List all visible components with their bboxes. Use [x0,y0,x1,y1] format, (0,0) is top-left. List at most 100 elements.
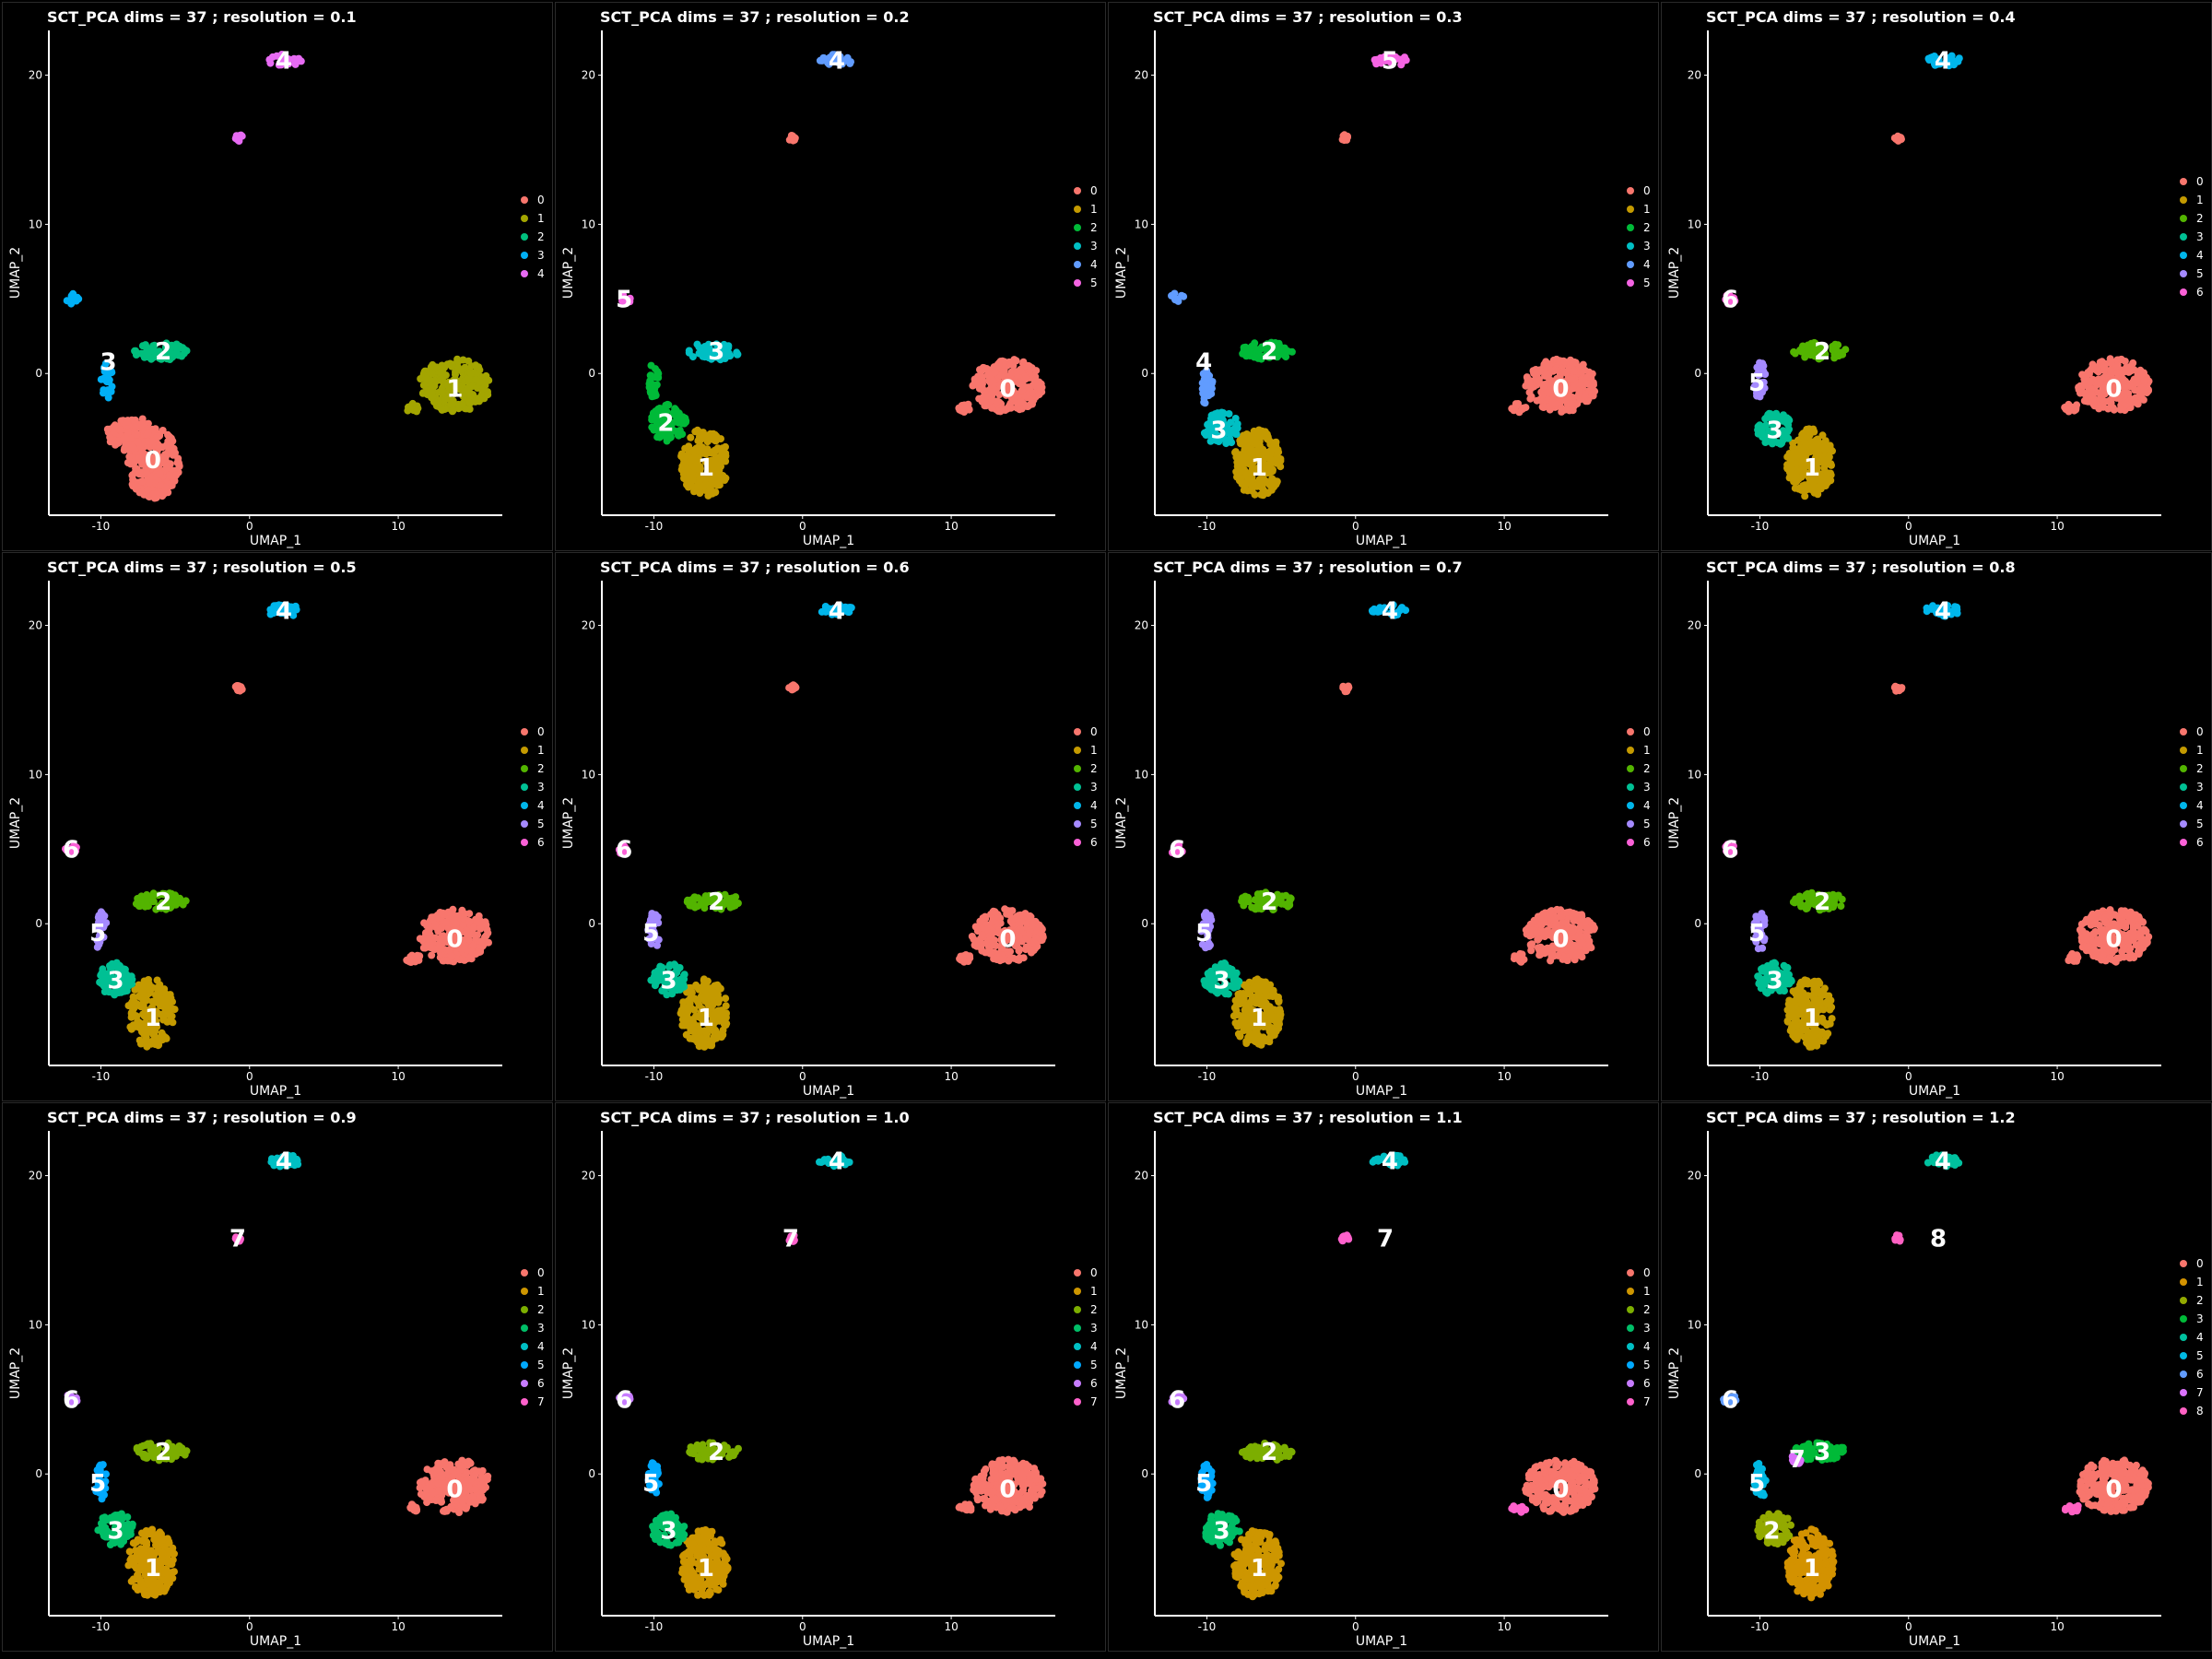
data-point [1224,990,1232,998]
data-point [1570,367,1578,375]
data-point [1783,433,1791,441]
legend-label: 0 [1090,184,1098,197]
data-point [138,415,147,423]
legend-key [2180,270,2187,277]
data-point [1246,470,1254,477]
y-axis-label: UMAP_2 [8,797,23,849]
data-point [469,942,477,949]
data-point [465,918,474,925]
data-point [158,1029,166,1037]
x-tick-label: 10 [391,520,405,533]
scatter-points [62,601,492,1051]
legend-key [1074,224,1081,231]
data-point [1250,457,1258,465]
data-point [979,914,987,923]
data-point [2124,368,2133,376]
data-point [1003,910,1011,918]
data-point [123,418,131,426]
data-point [1281,352,1289,360]
data-point [1258,1012,1266,1020]
data-point [997,930,1006,938]
legend-label: 5 [1090,818,1098,830]
data-point [1016,406,1024,414]
data-point [106,433,114,441]
data-point [1015,956,1023,964]
data-point [2114,371,2123,380]
legend-label: 0 [1643,184,1651,197]
legend-key [521,802,528,809]
data-point [107,965,115,972]
data-point [182,347,191,355]
data-point [1253,993,1261,1001]
data-point [696,489,704,497]
data-point [650,426,658,434]
data-point [1255,481,1264,488]
data-point [431,934,440,942]
data-point [1038,383,1046,392]
data-point [2139,395,2147,404]
data-point [161,454,170,463]
data-point [94,913,102,922]
y-axis-label: UMAP_2 [1667,247,1682,299]
data-point [448,400,456,408]
plot-title: SCT_PCA dims = 37 ; resolution = 0.2 [600,8,910,26]
data-point [1811,469,1819,477]
data-point [1803,425,1811,433]
data-point [1233,463,1241,470]
data-point [1553,393,1561,401]
legend-key [1074,261,1081,268]
cluster-label: 1 [698,454,714,482]
legend-label: 6 [537,836,545,849]
cluster-label: 5 [642,920,659,947]
data-point [1018,386,1026,394]
data-point [1799,460,1807,468]
legend-key [2180,215,2187,222]
data-point [1023,944,1031,951]
data-point [691,428,700,436]
data-point [1214,432,1222,441]
plot-title: SCT_PCA dims = 37 ; resolution = 0.4 [1706,8,2016,26]
data-point [2140,369,2147,377]
data-point [1008,929,1017,937]
data-point [1581,393,1589,400]
data-point [1541,945,1549,953]
data-point [2098,395,2106,404]
legend-key [2180,196,2187,204]
data-point [1527,384,1535,393]
data-point [1247,431,1255,440]
legend-label: 3 [537,781,545,794]
data-point [428,913,436,922]
legend-key [521,783,528,791]
data-point [661,406,669,415]
data-point [421,375,429,382]
data-point [1250,353,1258,361]
data-point [1014,926,1022,935]
x-tick-label: -10 [92,1070,111,1083]
data-point [149,463,158,471]
data-point [99,934,107,942]
data-point [72,843,80,852]
data-point [693,340,701,348]
legend-label: 4 [1090,258,1098,271]
data-point [1203,382,1211,390]
data-point [989,928,997,935]
data-point [1578,915,1586,923]
data-point [1815,355,1823,363]
cluster-label: 4 [1195,348,1212,376]
data-point [1894,136,1902,145]
x-tick-label: 0 [246,1070,253,1083]
umap-panel: SCT_PCA dims = 37 ; resolution = 0.4 -10 0… [1661,2,2212,551]
data-point [474,396,482,405]
data-point [120,446,128,454]
umap-plot: SCT_PCA dims = 37 ; resolution = 0.4-10 0… [1667,8,2204,548]
y-axis-label: UMAP_2 [1114,797,1129,849]
data-point [1588,390,1596,398]
data-point [696,1033,704,1041]
data-point [1585,942,1594,949]
data-point [482,932,490,940]
data-point [132,347,140,355]
data-point [1251,896,1259,904]
data-point [1026,912,1034,920]
data-point [463,926,471,935]
data-point [1810,428,1818,436]
